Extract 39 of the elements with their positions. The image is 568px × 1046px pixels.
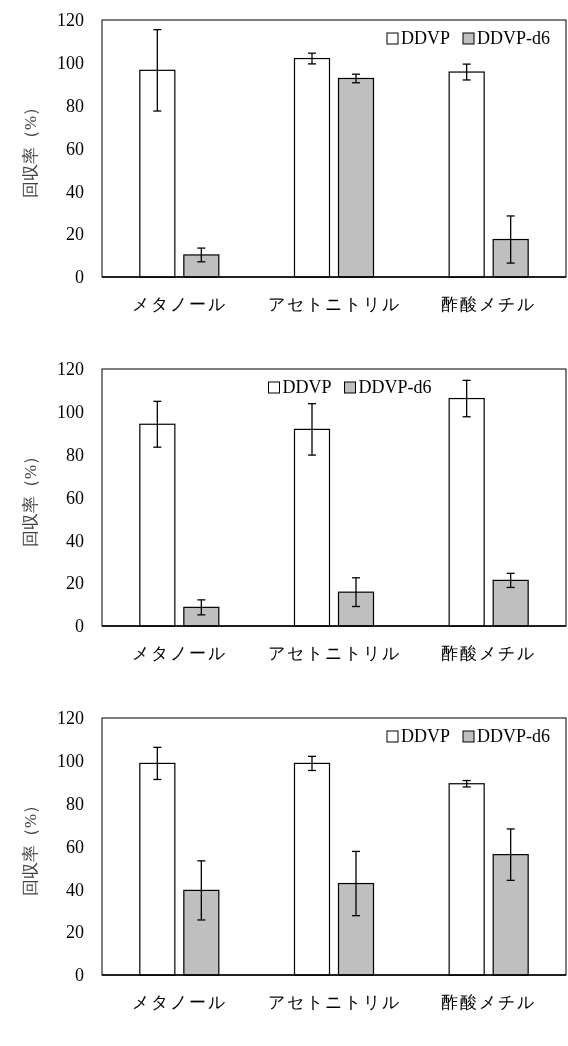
- y-tick-label: 100: [57, 402, 84, 423]
- y-tick-label: 60: [66, 138, 84, 159]
- x-tick-label: 酢酸メチル: [441, 644, 537, 663]
- x-tick-label: メタノール: [131, 993, 227, 1012]
- y-tick-label: 20: [66, 922, 84, 943]
- y-tick-label: 100: [57, 751, 84, 772]
- y-tick-label: 120: [57, 708, 84, 729]
- y-tick-label: 60: [66, 487, 84, 508]
- y-tick-label: 120: [57, 10, 84, 31]
- y-tick-label: 120: [57, 359, 84, 380]
- legend-label: DDVP-d6: [358, 377, 432, 397]
- legend-label: DDVP: [401, 28, 451, 48]
- y-tick-label: 80: [66, 95, 84, 116]
- legend-label: DDVP: [401, 726, 451, 746]
- x-tick-label: メタノール: [131, 644, 227, 663]
- y-tick-label: 40: [66, 879, 84, 900]
- y-tick-label: 100: [57, 53, 84, 74]
- x-tick-label: アセトニトリル: [267, 644, 401, 663]
- y-tick-label: 60: [66, 836, 84, 857]
- legend-label: DDVP-d6: [477, 726, 551, 746]
- x-tick-label: アセトニトリル: [267, 295, 401, 314]
- y-axis-title: 回収率（%）: [21, 98, 40, 199]
- y-tick-label: 0: [75, 267, 84, 288]
- y-tick-label: 80: [66, 793, 84, 814]
- y-tick-label: 20: [66, 224, 84, 245]
- y-axis-title: 回収率（%）: [21, 447, 40, 548]
- x-tick-label: アセトニトリル: [267, 993, 401, 1012]
- y-tick-label: 40: [66, 530, 84, 551]
- x-tick-label: メタノール: [131, 295, 227, 314]
- y-axis-title: 回収率（%）: [21, 796, 40, 897]
- y-tick-label: 80: [66, 444, 84, 465]
- legend-label: DDVP-d6: [477, 28, 551, 48]
- y-tick-label: 0: [75, 616, 84, 637]
- y-tick-label: 20: [66, 573, 84, 594]
- x-tick-label: 酢酸メチル: [441, 993, 537, 1012]
- x-tick-label: 酢酸メチル: [441, 295, 537, 314]
- legend-label: DDVP: [282, 377, 332, 397]
- y-tick-label: 40: [66, 181, 84, 202]
- y-tick-label: 0: [75, 965, 84, 986]
